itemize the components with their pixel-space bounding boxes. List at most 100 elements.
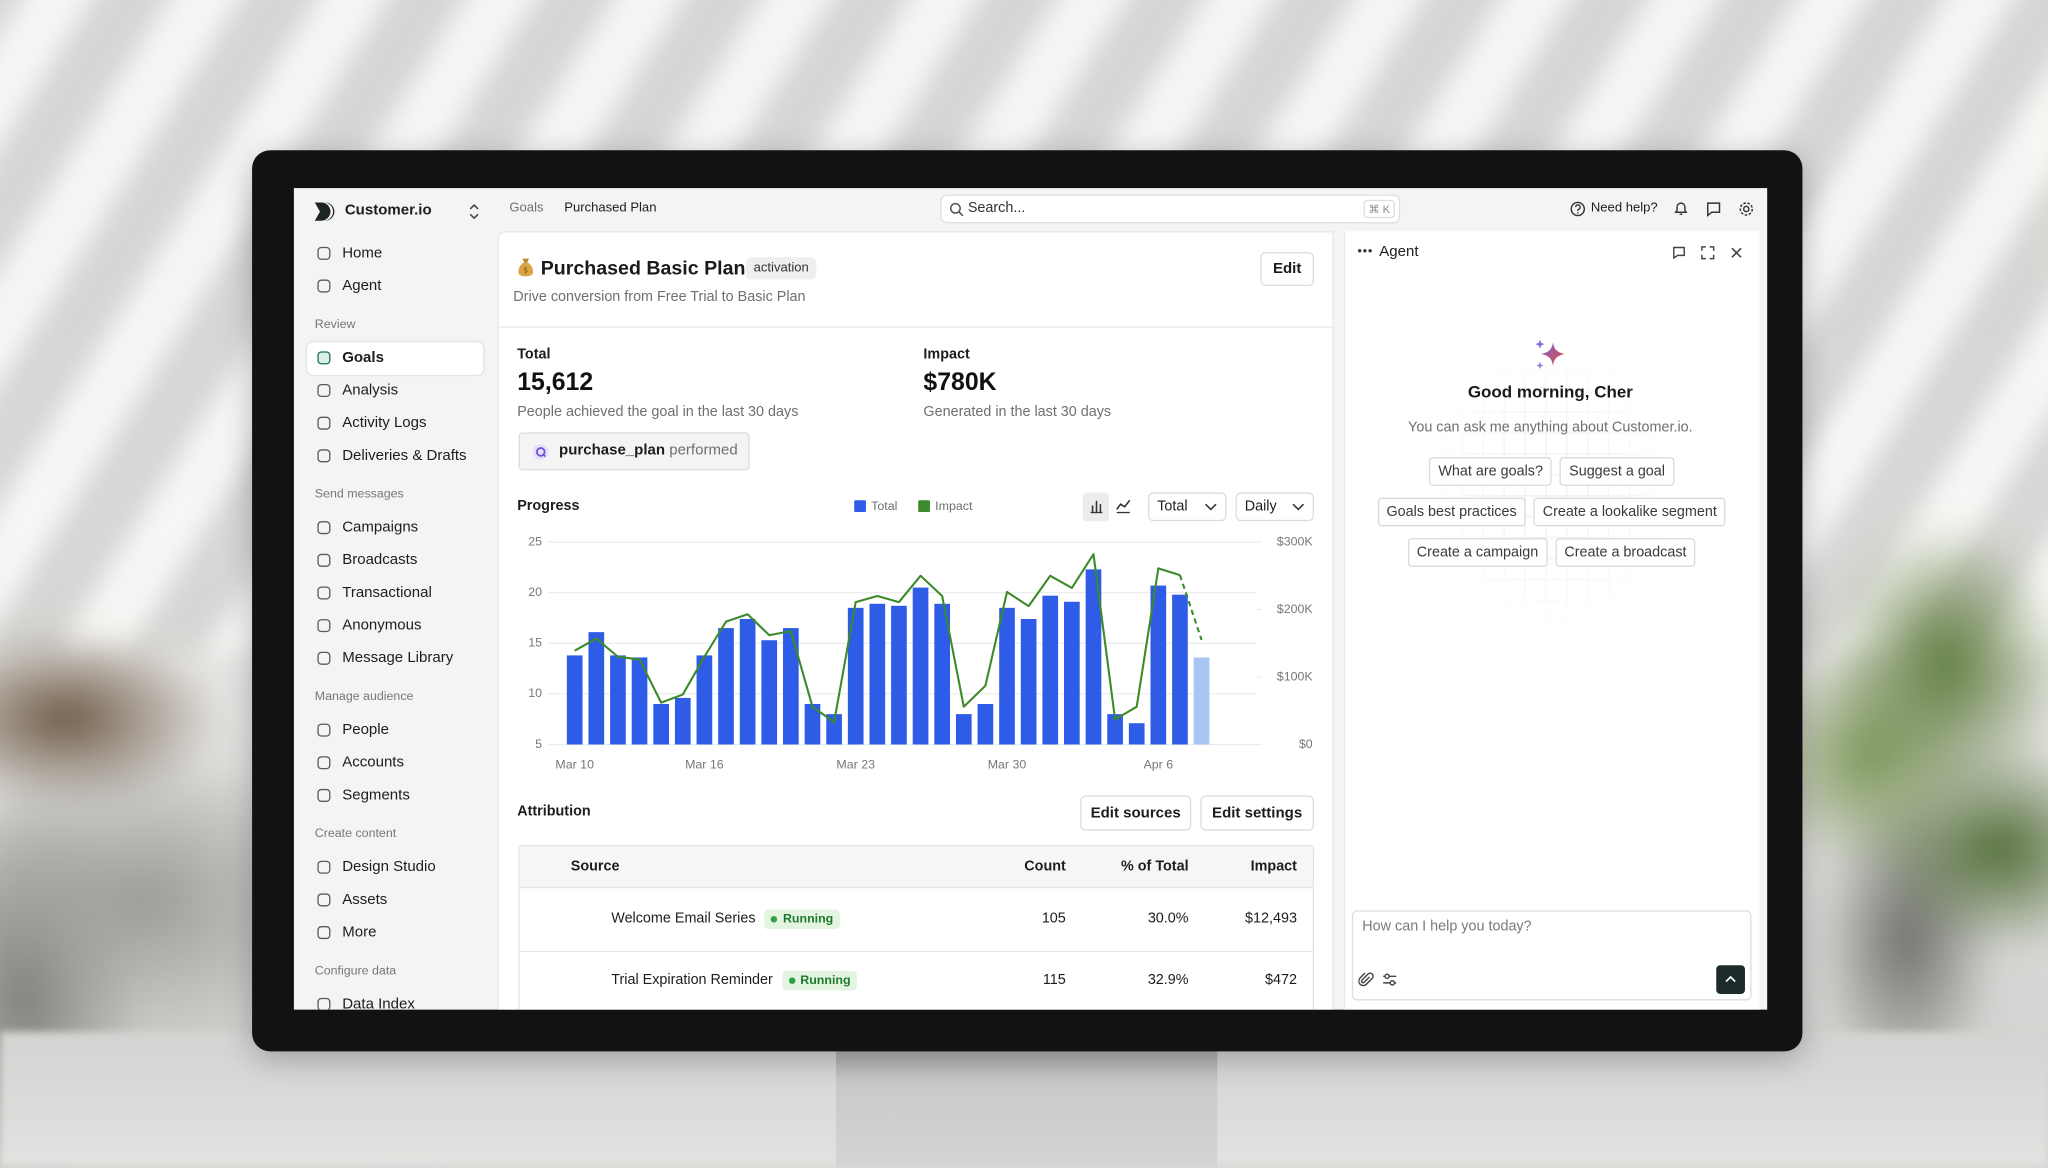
x-tick-label: Mar 16 [685,758,724,772]
nav-item[interactable]: People [307,714,483,747]
bar [783,628,799,745]
notifications-icon[interactable] [1673,200,1689,217]
source-name: Welcome Email Series [611,910,756,927]
table-header [519,846,1313,889]
bar [674,697,691,745]
nav-icon [317,351,331,365]
interval-select[interactable]: Daily [1235,492,1314,522]
suggestion-chip[interactable]: Suggest a goal [1559,457,1675,486]
bar [610,655,626,745]
agent-sparkle [1535,339,1565,370]
nav-item[interactable]: Broadcasts [307,544,483,577]
suggestion-chip[interactable]: Create a campaign [1407,538,1548,567]
nav-item[interactable]: Accounts [307,746,483,779]
line-view-toggle[interactable] [1115,499,1131,514]
nav-item[interactable]: Anonymous [307,609,483,642]
goal-tag: activation [745,257,817,280]
y-tick-label: 10 [528,686,542,700]
bar [804,703,821,745]
nav-heading: Review [314,316,356,332]
bar [1020,618,1037,745]
suggestion-chip[interactable]: Goals best practices [1377,497,1526,527]
percent-cell: 32.9% [1147,972,1189,988]
bar [912,587,929,745]
event-name: purchase_plan [559,442,666,459]
bar [977,703,994,745]
nav-item[interactable]: Message Library [307,642,483,675]
bar [1128,723,1145,745]
stat-label: Total [517,346,551,363]
suggestion-chip[interactable]: Create a lookalike segment [1533,497,1726,527]
settings-icon[interactable] [1738,201,1754,217]
nav-label: Design Studio [342,859,436,876]
chart: 5 10 15 20 25 $0 $100K $200K $300K Mar 10 Mar 16 Ma… [528,534,1314,772]
suggestion-chip[interactable]: What are goals? [1429,457,1553,486]
nav-item[interactable]: Campaigns [307,511,483,544]
nav-label: Goals [342,350,384,366]
y2-tick-label: $200K [1277,602,1314,616]
attach-icon[interactable] [1358,972,1374,988]
edit-settings-button[interactable]: Edit settings [1200,795,1314,831]
nav-icon [317,788,331,802]
metric-select[interactable]: Total [1148,492,1227,522]
agent-feedback[interactable] [1672,246,1686,260]
nav-item[interactable]: Transactional [307,577,483,610]
nav-icon [317,383,331,398]
bar [891,605,907,745]
nav-label: Assets [342,892,388,908]
nav-item[interactable]: Activity Logs [307,407,483,440]
nav-icon [317,893,331,907]
nav-item[interactable]: Deliveries & Drafts [307,440,483,473]
nav-label: Agent [342,278,382,294]
edit-button[interactable]: Edit [1260,252,1314,287]
nav-label: People [342,722,389,738]
chevron [1292,503,1305,511]
bar [631,657,648,745]
agent-title: Agent [1379,244,1419,261]
count-cell: 115 [1042,972,1066,988]
nav-item[interactable]: Data Index [307,988,483,1010]
send-button[interactable] [1716,965,1745,994]
agent-menu[interactable] [1357,248,1373,253]
agent-greeting: Good morning, Cher [1467,381,1633,402]
suggestion-row: Goals best practices Create a lookalike s… [1344,497,1759,527]
help-link[interactable]: Need help? [1590,201,1658,216]
nav-icon [317,449,331,463]
breadcrumb[interactable]: Goals [509,201,544,216]
nav-item[interactable]: Design Studio [307,851,483,884]
agent-close[interactable] [1731,247,1743,259]
nav-heading: Send messages [314,486,404,501]
messages-icon[interactable] [1706,201,1722,217]
x-tick-label: Mar 30 [988,758,1027,772]
nav-item[interactable]: Assets [307,884,483,917]
y-tick-label: 20 [528,585,542,599]
nav-icon [317,756,331,770]
agent-input[interactable] [1351,910,1752,1001]
source-cell: Welcome Email Series Running [611,909,840,930]
suggestion-chip[interactable]: Create a broadcast [1555,538,1696,567]
bar [1064,601,1080,745]
nav-icon [317,553,331,567]
bar [1042,595,1059,745]
nav-item[interactable]: Analysis [307,374,483,407]
bar [999,607,1015,745]
nav-item[interactable]: More [307,916,483,949]
tools-icon[interactable] [1382,972,1398,988]
bar [955,714,972,745]
bar [761,640,778,745]
bar [653,703,669,745]
nav-item[interactable]: Goals [306,341,484,375]
search-box[interactable] [940,194,1401,224]
nav-icon [317,926,331,940]
nav-item[interactable]: Agent [307,270,483,303]
nav-item[interactable]: Home [307,237,483,270]
source-cell: Trial Expiration Reminder Running [611,970,858,991]
y2-tick-label: $300K [1277,534,1314,548]
screen: Customer.io Home Agent Review Goals Analysis… [293,188,1768,1010]
agent-expand[interactable] [1701,246,1715,260]
workspace-switch[interactable] [469,202,479,220]
line-projection [1178,574,1203,641]
edit-sources-button[interactable]: Edit sources [1080,795,1192,831]
nav-item[interactable]: Segments [307,779,483,812]
